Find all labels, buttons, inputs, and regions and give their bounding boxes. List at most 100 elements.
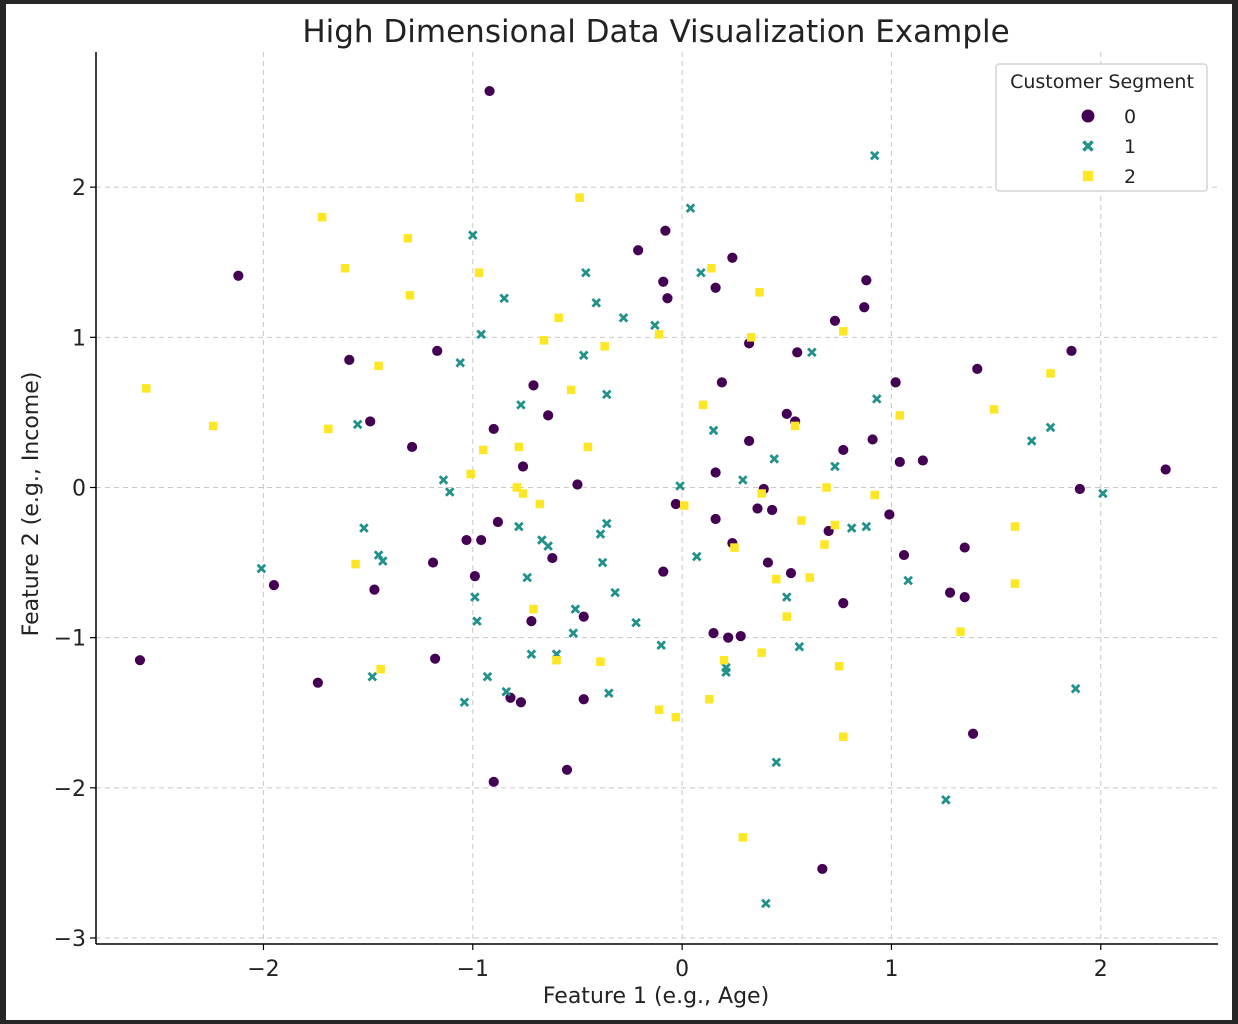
- data-point: [431, 344, 444, 357]
- x-tick-label: 2: [1094, 957, 1108, 982]
- data-point: [476, 329, 486, 340]
- data-point: [367, 671, 378, 682]
- data-point: [468, 570, 481, 582]
- legend-label-2: 2: [1124, 166, 1136, 188]
- data-point: [514, 521, 524, 532]
- data-point: [675, 481, 685, 491]
- data-point: [632, 244, 645, 257]
- data-point: [208, 421, 218, 431]
- y-axis-label: Feature 2 (e.g., Income): [19, 372, 44, 637]
- data-point: [757, 648, 766, 657]
- data-point: [571, 478, 584, 491]
- data-point: [743, 435, 756, 447]
- data-point: [671, 712, 681, 722]
- data-point: [791, 346, 804, 359]
- data-point: [869, 150, 880, 161]
- data-point: [691, 551, 702, 562]
- data-point: [967, 727, 979, 740]
- data-point: [368, 583, 381, 596]
- data-point: [762, 556, 774, 569]
- data-point: [883, 508, 896, 521]
- data-point: [1098, 488, 1108, 499]
- data-point: [738, 475, 748, 485]
- data-point: [577, 693, 590, 706]
- data-point: [543, 541, 553, 551]
- data-point: [722, 631, 735, 644]
- data-point: [958, 541, 971, 554]
- data-point: [526, 649, 537, 659]
- data-point: [751, 502, 764, 515]
- legend-marker-0: [1080, 108, 1096, 124]
- data-point: [596, 657, 605, 666]
- data-point: [324, 424, 333, 434]
- data-point: [669, 498, 682, 510]
- x-tick-label: 0: [675, 957, 689, 982]
- legend-marker-1: [1082, 140, 1094, 152]
- data-point: [1026, 436, 1037, 446]
- data-point: [522, 572, 533, 583]
- data-point: [492, 516, 504, 528]
- axis-ticks: −2 −1 0 1 2 −3 −2 −1 0 1 2: [54, 176, 1108, 982]
- data-point: [1010, 522, 1020, 531]
- data-point: [340, 263, 350, 273]
- data-point: [317, 212, 327, 222]
- data-point: [474, 268, 484, 277]
- data-point: [872, 394, 882, 404]
- data-point: [709, 513, 722, 525]
- data-point: [429, 652, 442, 665]
- data-point: [657, 275, 670, 288]
- data-point: [834, 661, 844, 671]
- data-point: [512, 483, 521, 492]
- data-point: [730, 543, 739, 552]
- data-point: [654, 705, 664, 714]
- y-tick-label: 1: [72, 326, 86, 351]
- data-point: [359, 523, 369, 533]
- x-axis-label: Feature 1 (e.g., Age): [543, 984, 769, 1009]
- data-point: [1010, 579, 1020, 588]
- data-point: [707, 263, 716, 273]
- data-point: [444, 487, 455, 497]
- data-point: [570, 604, 581, 614]
- data-point: [364, 415, 377, 428]
- data-points: [134, 85, 1172, 909]
- legend-label-1: 1: [1124, 136, 1136, 158]
- data-point: [709, 466, 722, 479]
- chart-title: High Dimensional Data Visualization Exam…: [302, 14, 1009, 50]
- series-0: [134, 85, 1172, 875]
- data-point: [470, 592, 480, 602]
- data-point: [1046, 369, 1055, 378]
- data-point: [771, 757, 782, 768]
- data-point: [822, 483, 831, 492]
- data-point: [661, 292, 674, 305]
- data-point: [846, 523, 857, 533]
- data-point: [352, 419, 363, 430]
- data-point: [427, 556, 439, 569]
- data-point: [311, 676, 324, 689]
- legend-label-0: 0: [1124, 106, 1136, 128]
- data-point: [721, 667, 731, 677]
- data-point: [583, 442, 593, 452]
- data-point: [575, 193, 584, 202]
- data-point: [781, 592, 792, 602]
- data-point: [568, 628, 579, 638]
- y-tick-label: 2: [72, 176, 86, 201]
- data-point: [468, 230, 478, 240]
- data-point: [837, 597, 850, 610]
- data-point: [591, 297, 602, 308]
- data-point: [460, 534, 473, 546]
- data-point: [472, 616, 482, 626]
- data-point: [546, 552, 559, 564]
- data-point: [839, 327, 848, 336]
- data-point: [141, 384, 151, 393]
- data-point: [860, 274, 873, 287]
- data-point: [895, 411, 905, 420]
- data-point: [343, 353, 356, 366]
- data-point: [376, 664, 385, 674]
- data-point: [726, 251, 739, 264]
- data-point: [734, 630, 747, 643]
- data-point: [916, 454, 929, 467]
- data-point: [903, 575, 913, 586]
- data-point: [893, 456, 906, 468]
- data-point: [837, 444, 850, 456]
- data-point: [780, 408, 793, 420]
